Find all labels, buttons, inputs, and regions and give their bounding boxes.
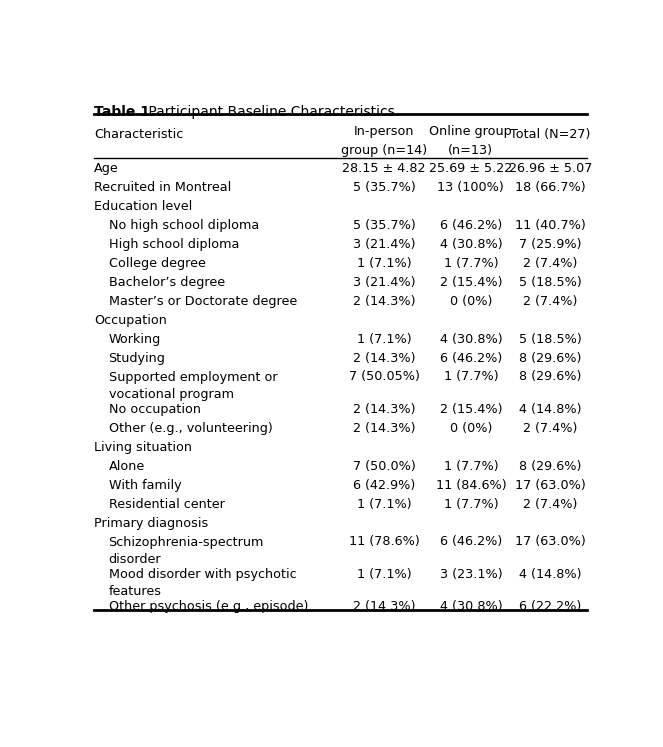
Text: 11 (78.6%): 11 (78.6%) (349, 536, 420, 548)
Text: 8 (29.6%): 8 (29.6%) (519, 460, 581, 473)
Text: 7 (50.05%): 7 (50.05%) (349, 371, 420, 383)
Text: 2 (14.3%): 2 (14.3%) (353, 422, 415, 435)
Text: Education level: Education level (94, 200, 192, 213)
Text: 4 (30.8%): 4 (30.8%) (440, 238, 502, 251)
Text: 26.96 ± 5.07: 26.96 ± 5.07 (509, 162, 592, 175)
Text: Alone: Alone (109, 460, 145, 473)
Text: 5 (18.5%): 5 (18.5%) (519, 276, 582, 289)
Text: Other (e.g., volunteering): Other (e.g., volunteering) (109, 422, 272, 435)
Text: 18 (66.7%): 18 (66.7%) (515, 181, 586, 194)
Text: 4 (30.8%): 4 (30.8%) (440, 601, 502, 613)
Text: 3 (23.1%): 3 (23.1%) (440, 568, 502, 580)
Text: In-person: In-person (354, 125, 414, 138)
Text: 17 (63.0%): 17 (63.0%) (515, 479, 586, 492)
Text: 25.69 ± 5.22: 25.69 ± 5.22 (429, 162, 512, 175)
Text: 3 (21.4%): 3 (21.4%) (353, 276, 415, 289)
Text: features: features (109, 586, 162, 598)
Text: Total (N=27): Total (N=27) (511, 128, 591, 141)
Text: 3 (21.4%): 3 (21.4%) (353, 238, 415, 251)
Text: group (n=14): group (n=14) (341, 143, 427, 157)
Text: 2 (7.4%): 2 (7.4%) (523, 295, 577, 308)
Text: Mood disorder with psychotic: Mood disorder with psychotic (109, 568, 296, 581)
Text: 1 (7.1%): 1 (7.1%) (357, 257, 411, 270)
Text: 13 (100%): 13 (100%) (438, 181, 504, 194)
Text: Online group: Online group (430, 125, 512, 138)
Text: 2 (7.4%): 2 (7.4%) (523, 422, 577, 435)
Text: 1 (7.7%): 1 (7.7%) (444, 498, 498, 511)
Text: College degree: College degree (109, 257, 206, 270)
Text: High school diploma: High school diploma (109, 238, 239, 251)
Text: Studying: Studying (109, 352, 166, 365)
Text: 2 (14.3%): 2 (14.3%) (353, 352, 415, 365)
Text: Table 1.: Table 1. (94, 105, 155, 119)
Text: 0 (0%): 0 (0%) (450, 422, 492, 435)
Text: 1 (7.1%): 1 (7.1%) (357, 568, 411, 580)
Text: 6 (42.9%): 6 (42.9%) (353, 479, 415, 492)
Text: Primary diagnosis: Primary diagnosis (94, 517, 208, 530)
Text: (n=13): (n=13) (448, 143, 493, 157)
Text: Bachelor’s degree: Bachelor’s degree (109, 276, 225, 289)
Text: 4 (14.8%): 4 (14.8%) (519, 403, 581, 416)
Text: Other psychosis (e.g., episode): Other psychosis (e.g., episode) (109, 601, 308, 613)
Text: Supported employment or: Supported employment or (109, 371, 277, 384)
Text: 2 (14.3%): 2 (14.3%) (353, 295, 415, 308)
Text: 28.15 ± 4.82: 28.15 ± 4.82 (342, 162, 426, 175)
Text: 6 (46.2%): 6 (46.2%) (440, 536, 502, 548)
Text: No occupation: No occupation (109, 403, 201, 416)
Text: 2 (14.3%): 2 (14.3%) (353, 403, 415, 416)
Text: Recruited in Montreal: Recruited in Montreal (94, 181, 231, 194)
Text: 5 (35.7%): 5 (35.7%) (353, 181, 415, 194)
Text: 2 (7.4%): 2 (7.4%) (523, 257, 577, 270)
Text: Age: Age (94, 162, 119, 175)
Text: 1 (7.1%): 1 (7.1%) (357, 498, 411, 511)
Text: Master’s or Doctorate degree: Master’s or Doctorate degree (109, 295, 297, 308)
Text: Working: Working (109, 333, 161, 346)
Text: Characteristic: Characteristic (94, 128, 184, 141)
Text: 1 (7.1%): 1 (7.1%) (357, 333, 411, 346)
Text: 7 (25.9%): 7 (25.9%) (519, 238, 581, 251)
Text: No high school diploma: No high school diploma (109, 219, 259, 232)
Text: Living situation: Living situation (94, 441, 192, 454)
Text: Schizophrenia-spectrum: Schizophrenia-spectrum (109, 536, 264, 549)
Text: 1 (7.7%): 1 (7.7%) (444, 460, 498, 473)
Text: Participant Baseline Characteristics.: Participant Baseline Characteristics. (143, 105, 398, 119)
Text: 2 (15.4%): 2 (15.4%) (440, 276, 502, 289)
Text: 0 (0%): 0 (0%) (450, 295, 492, 308)
Text: 8 (29.6%): 8 (29.6%) (519, 352, 581, 365)
Text: 5 (18.5%): 5 (18.5%) (519, 333, 582, 346)
Text: Occupation: Occupation (94, 314, 167, 327)
Text: 6 (46.2%): 6 (46.2%) (440, 352, 502, 365)
Text: 4 (14.8%): 4 (14.8%) (519, 568, 581, 580)
Text: 7 (50.0%): 7 (50.0%) (353, 460, 415, 473)
Text: 5 (35.7%): 5 (35.7%) (353, 219, 415, 232)
Text: 6 (46.2%): 6 (46.2%) (440, 219, 502, 232)
Text: 11 (40.7%): 11 (40.7%) (515, 219, 586, 232)
Text: 2 (7.4%): 2 (7.4%) (523, 498, 577, 511)
Text: 1 (7.7%): 1 (7.7%) (444, 371, 498, 383)
Text: With family: With family (109, 479, 181, 492)
Text: 2 (14.3%): 2 (14.3%) (353, 601, 415, 613)
Text: Residential center: Residential center (109, 498, 225, 511)
Text: 2 (15.4%): 2 (15.4%) (440, 403, 502, 416)
Text: disorder: disorder (109, 554, 161, 566)
Text: 4 (30.8%): 4 (30.8%) (440, 333, 502, 346)
Text: 11 (84.6%): 11 (84.6%) (436, 479, 506, 492)
Text: vocational program: vocational program (109, 388, 233, 401)
Text: 17 (63.0%): 17 (63.0%) (515, 536, 586, 548)
Text: 6 (22.2%): 6 (22.2%) (519, 601, 581, 613)
Text: 8 (29.6%): 8 (29.6%) (519, 371, 581, 383)
Text: 1 (7.7%): 1 (7.7%) (444, 257, 498, 270)
